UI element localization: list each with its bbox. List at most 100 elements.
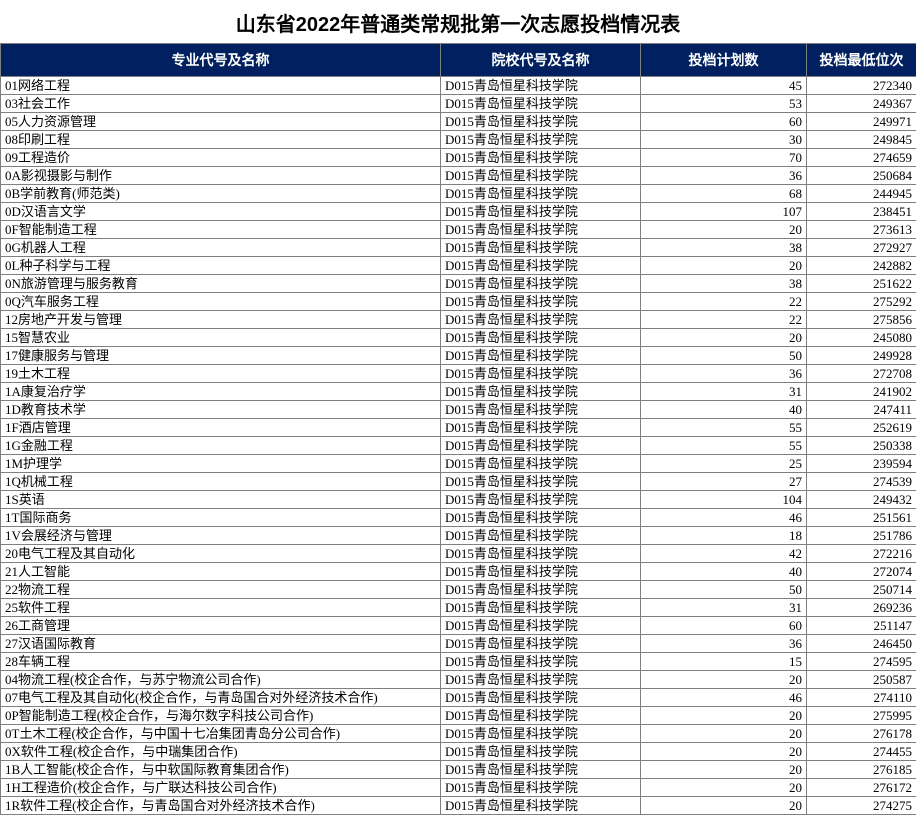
cell-major: 1F酒店管理 [1, 419, 441, 437]
cell-school: D015青岛恒星科技学院 [441, 365, 641, 383]
cell-school: D015青岛恒星科技学院 [441, 95, 641, 113]
cell-school: D015青岛恒星科技学院 [441, 311, 641, 329]
table-row: 1G金融工程D015青岛恒星科技学院55250338 [1, 437, 916, 455]
cell-major: 1G金融工程 [1, 437, 441, 455]
cell-major: 09工程造价 [1, 149, 441, 167]
cell-school: D015青岛恒星科技学院 [441, 707, 641, 725]
table-body: 01网络工程D015青岛恒星科技学院4527234003社会工作D015青岛恒星… [1, 77, 916, 815]
table-row: 15智慧农业D015青岛恒星科技学院20245080 [1, 329, 916, 347]
cell-major: 01网络工程 [1, 77, 441, 95]
cell-rank: 249845 [807, 131, 916, 149]
table-row: 1F酒店管理D015青岛恒星科技学院55252619 [1, 419, 916, 437]
cell-major: 1H工程造价(校企合作，与广联达科技公司合作) [1, 779, 441, 797]
cell-plan: 20 [641, 329, 807, 347]
cell-major: 0B学前教育(师范类) [1, 185, 441, 203]
cell-plan: 40 [641, 563, 807, 581]
cell-rank: 245080 [807, 329, 916, 347]
cell-plan: 20 [641, 797, 807, 815]
cell-school: D015青岛恒星科技学院 [441, 617, 641, 635]
table-row: 0X软件工程(校企合作，与中瑞集团合作)D015青岛恒星科技学院20274455 [1, 743, 916, 761]
cell-rank: 250587 [807, 671, 916, 689]
cell-rank: 251561 [807, 509, 916, 527]
cell-school: D015青岛恒星科技学院 [441, 203, 641, 221]
header-school: 院校代号及名称 [441, 44, 641, 77]
cell-major: 0N旅游管理与服务教育 [1, 275, 441, 293]
cell-plan: 46 [641, 689, 807, 707]
cell-major: 0D汉语言文学 [1, 203, 441, 221]
cell-school: D015青岛恒星科技学院 [441, 383, 641, 401]
cell-plan: 55 [641, 419, 807, 437]
cell-school: D015青岛恒星科技学院 [441, 77, 641, 95]
cell-major: 1M护理学 [1, 455, 441, 473]
cell-rank: 276185 [807, 761, 916, 779]
cell-school: D015青岛恒星科技学院 [441, 347, 641, 365]
cell-school: D015青岛恒星科技学院 [441, 113, 641, 131]
cell-major: 0F智能制造工程 [1, 221, 441, 239]
cell-plan: 20 [641, 257, 807, 275]
table-row: 25软件工程D015青岛恒星科技学院31269236 [1, 599, 916, 617]
cell-major: 20电气工程及其自动化 [1, 545, 441, 563]
cell-plan: 20 [641, 761, 807, 779]
cell-rank: 251622 [807, 275, 916, 293]
page-title: 山东省2022年普通类常规批第一次志愿投档情况表 [0, 0, 916, 43]
cell-major: 03社会工作 [1, 95, 441, 113]
table-row: 08印刷工程D015青岛恒星科技学院30249845 [1, 131, 916, 149]
cell-rank: 239594 [807, 455, 916, 473]
table-row: 04物流工程(校企合作，与苏宁物流公司合作)D015青岛恒星科技学院202505… [1, 671, 916, 689]
cell-plan: 68 [641, 185, 807, 203]
header-rank: 投档最低位次 [807, 44, 916, 77]
cell-rank: 251147 [807, 617, 916, 635]
table-row: 20电气工程及其自动化D015青岛恒星科技学院42272216 [1, 545, 916, 563]
cell-major: 1A康复治疗学 [1, 383, 441, 401]
table-row: 1B人工智能(校企合作，与中软国际教育集团合作)D015青岛恒星科技学院2027… [1, 761, 916, 779]
admission-table: 专业代号及名称 院校代号及名称 投档计划数 投档最低位次 01网络工程D015青… [0, 43, 916, 815]
table-row: 0D汉语言文学D015青岛恒星科技学院107238451 [1, 203, 916, 221]
cell-school: D015青岛恒星科技学院 [441, 419, 641, 437]
cell-major: 0G机器人工程 [1, 239, 441, 257]
table-row: 07电气工程及其自动化(校企合作，与青岛国合对外经济技术合作)D015青岛恒星科… [1, 689, 916, 707]
header-major: 专业代号及名称 [1, 44, 441, 77]
cell-school: D015青岛恒星科技学院 [441, 563, 641, 581]
table-row: 27汉语国际教育D015青岛恒星科技学院36246450 [1, 635, 916, 653]
cell-major: 19土木工程 [1, 365, 441, 383]
table-row: 0B学前教育(师范类)D015青岛恒星科技学院68244945 [1, 185, 916, 203]
cell-plan: 22 [641, 311, 807, 329]
cell-major: 17健康服务与管理 [1, 347, 441, 365]
cell-rank: 272216 [807, 545, 916, 563]
cell-school: D015青岛恒星科技学院 [441, 185, 641, 203]
cell-school: D015青岛恒星科技学院 [441, 149, 641, 167]
cell-major: 22物流工程 [1, 581, 441, 599]
cell-rank: 275856 [807, 311, 916, 329]
cell-school: D015青岛恒星科技学院 [441, 509, 641, 527]
cell-school: D015青岛恒星科技学院 [441, 401, 641, 419]
cell-plan: 36 [641, 365, 807, 383]
cell-major: 12房地产开发与管理 [1, 311, 441, 329]
cell-school: D015青岛恒星科技学院 [441, 239, 641, 257]
cell-plan: 60 [641, 617, 807, 635]
cell-major: 21人工智能 [1, 563, 441, 581]
cell-plan: 20 [641, 743, 807, 761]
cell-school: D015青岛恒星科技学院 [441, 437, 641, 455]
cell-rank: 249971 [807, 113, 916, 131]
cell-school: D015青岛恒星科技学院 [441, 527, 641, 545]
cell-plan: 27 [641, 473, 807, 491]
cell-plan: 22 [641, 293, 807, 311]
cell-rank: 249928 [807, 347, 916, 365]
table-row: 05人力资源管理D015青岛恒星科技学院60249971 [1, 113, 916, 131]
table-row: 1H工程造价(校企合作，与广联达科技公司合作)D015青岛恒星科技学院20276… [1, 779, 916, 797]
cell-rank: 272074 [807, 563, 916, 581]
cell-rank: 250338 [807, 437, 916, 455]
cell-major: 1D教育技术学 [1, 401, 441, 419]
cell-major: 15智慧农业 [1, 329, 441, 347]
cell-plan: 107 [641, 203, 807, 221]
cell-rank: 274539 [807, 473, 916, 491]
cell-school: D015青岛恒星科技学院 [441, 689, 641, 707]
cell-school: D015青岛恒星科技学院 [441, 131, 641, 149]
table-row: 1M护理学D015青岛恒星科技学院25239594 [1, 455, 916, 473]
table-row: 1S英语D015青岛恒星科技学院104249432 [1, 491, 916, 509]
cell-major: 1B人工智能(校企合作，与中软国际教育集团合作) [1, 761, 441, 779]
cell-plan: 50 [641, 581, 807, 599]
cell-plan: 20 [641, 221, 807, 239]
cell-rank: 273613 [807, 221, 916, 239]
cell-rank: 274595 [807, 653, 916, 671]
